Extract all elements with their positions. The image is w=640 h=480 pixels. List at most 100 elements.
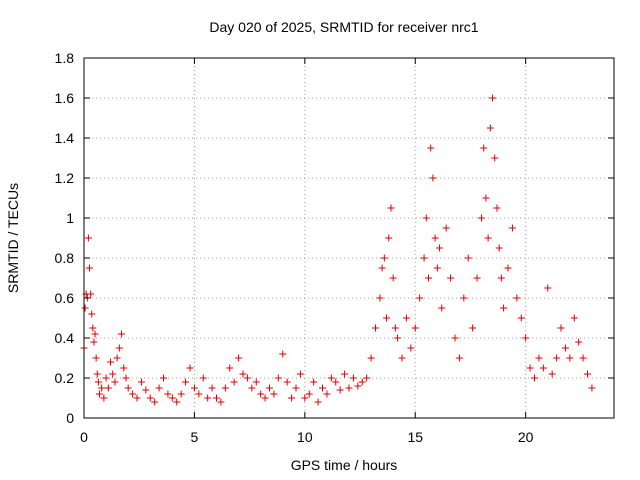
data-point	[486, 124, 494, 132]
data-point	[367, 354, 375, 362]
data-point	[81, 304, 89, 312]
data-point	[213, 394, 220, 402]
data-point	[208, 384, 216, 392]
y-tick-label: 1.8	[55, 50, 75, 66]
data-point	[142, 386, 150, 394]
data-point	[539, 364, 547, 372]
data-point	[332, 378, 340, 386]
x-tick-label: 15	[407, 429, 423, 445]
data-point	[314, 398, 322, 406]
y-axis-label: SRMTID / TECUs	[5, 183, 21, 293]
data-point	[118, 330, 126, 338]
data-point	[531, 374, 538, 382]
data-point	[124, 384, 132, 392]
grid-lines	[84, 58, 614, 418]
x-tick-label: 0	[80, 429, 88, 445]
data-point	[411, 324, 419, 332]
data-point	[513, 294, 521, 302]
data-point	[226, 364, 234, 372]
data-point	[221, 384, 229, 392]
data-point	[489, 94, 497, 102]
data-point	[115, 344, 123, 352]
data-point	[358, 378, 366, 386]
data-point	[98, 384, 106, 392]
data-point	[427, 144, 435, 152]
data-point	[363, 374, 371, 382]
data-point	[84, 234, 92, 242]
data-point	[100, 394, 108, 402]
data-point	[204, 394, 212, 402]
data-point	[327, 374, 335, 382]
data-point	[433, 264, 441, 272]
data-point	[86, 264, 94, 272]
data-point	[91, 330, 99, 338]
data-point	[436, 244, 444, 252]
data-point	[190, 384, 198, 392]
data-point	[137, 378, 145, 386]
y-tick-label: 1.6	[55, 90, 75, 106]
data-point	[451, 334, 459, 342]
data-point	[464, 254, 472, 262]
data-point	[455, 354, 463, 362]
data-point	[420, 254, 428, 262]
y-tick-label: 0.8	[55, 250, 75, 266]
data-point	[186, 364, 194, 372]
data-point	[323, 390, 331, 398]
data-point	[345, 384, 353, 392]
chart-title: Day 020 of 2025, SRMTID for receiver nrc…	[209, 19, 478, 35]
data-point	[566, 354, 574, 362]
data-point	[87, 290, 95, 298]
data-point	[129, 390, 137, 398]
data-point	[517, 314, 525, 322]
data-point	[283, 378, 291, 386]
y-tick-label: 0.4	[55, 330, 75, 346]
data-point	[274, 374, 282, 382]
data-point	[376, 294, 384, 302]
data-point	[279, 350, 287, 358]
data-point	[109, 370, 117, 378]
data-point	[385, 234, 393, 242]
y-tick-label: 1	[66, 210, 74, 226]
data-point	[469, 324, 477, 332]
data-point	[500, 304, 508, 312]
data-point	[90, 338, 98, 346]
data-point	[266, 384, 273, 392]
data-point	[160, 374, 167, 382]
data-point	[230, 378, 238, 386]
data-point	[252, 378, 260, 386]
data-point	[239, 370, 247, 378]
data-point	[310, 378, 318, 386]
data-point	[349, 374, 357, 382]
data-point	[195, 390, 203, 398]
data-point	[120, 364, 128, 372]
data-point	[402, 314, 410, 322]
data-point	[248, 384, 256, 392]
data-point	[173, 398, 181, 406]
data-point	[261, 394, 269, 402]
data-point	[407, 344, 415, 352]
y-tick-label: 0.6	[55, 290, 75, 306]
data-point	[305, 390, 313, 398]
data-point	[94, 378, 102, 386]
data-point	[438, 304, 446, 312]
data-point	[164, 390, 172, 398]
data-point	[431, 234, 439, 242]
data-points	[80, 94, 596, 406]
data-point	[168, 394, 176, 402]
data-point	[579, 354, 587, 362]
data-point	[429, 174, 437, 182]
data-point	[422, 214, 430, 222]
data-point	[508, 224, 516, 232]
data-point	[584, 370, 591, 378]
data-point	[497, 274, 505, 282]
data-point	[217, 398, 225, 406]
data-point	[480, 144, 488, 152]
data-point	[504, 264, 512, 272]
data-point	[122, 374, 130, 382]
data-point	[380, 254, 388, 262]
data-point	[341, 370, 349, 378]
y-tick-label: 0	[66, 410, 74, 426]
data-point	[387, 204, 395, 212]
data-point	[526, 364, 534, 372]
